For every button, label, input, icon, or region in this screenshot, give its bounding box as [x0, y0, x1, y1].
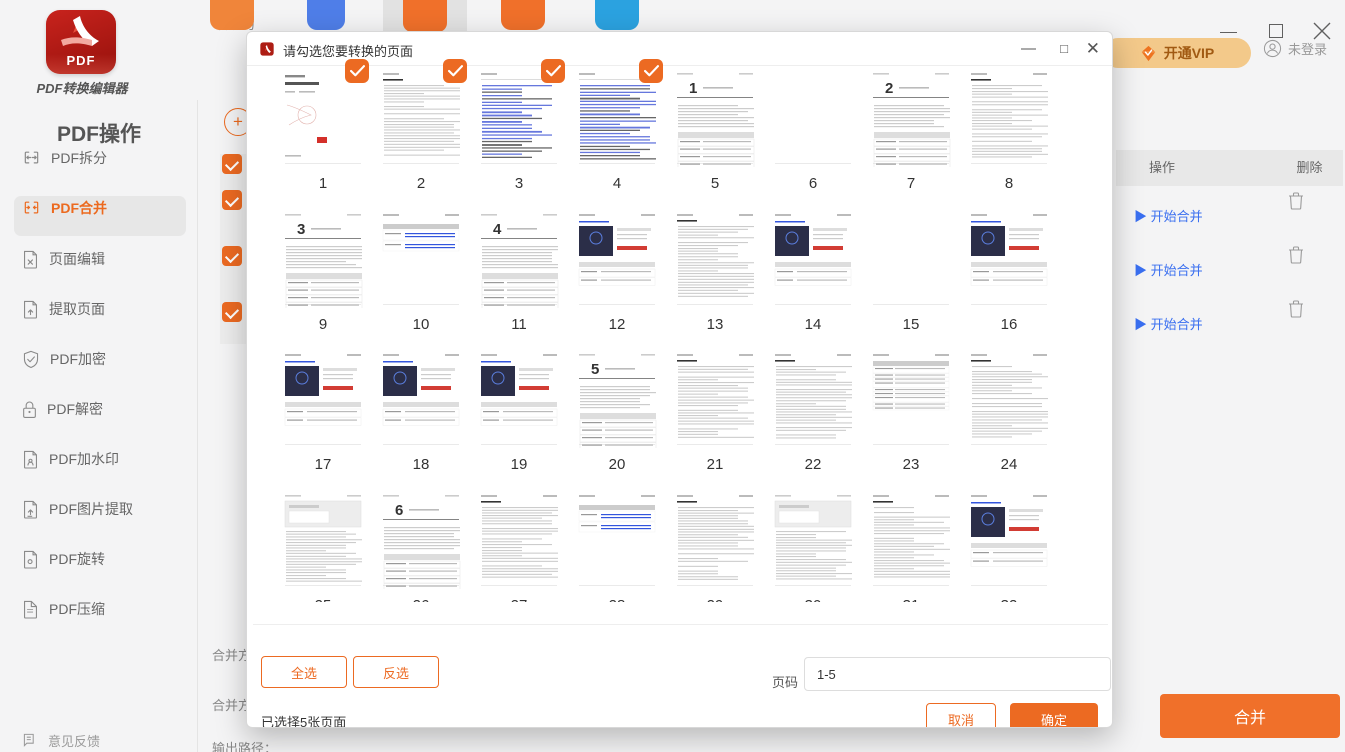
svg-text:1: 1	[689, 80, 697, 97]
svg-text:5: 5	[591, 361, 599, 378]
svg-text:6: 6	[395, 502, 403, 519]
svg-text:4: 4	[493, 221, 502, 238]
svg-text:3: 3	[297, 221, 305, 238]
svg-text:2: 2	[885, 80, 893, 97]
